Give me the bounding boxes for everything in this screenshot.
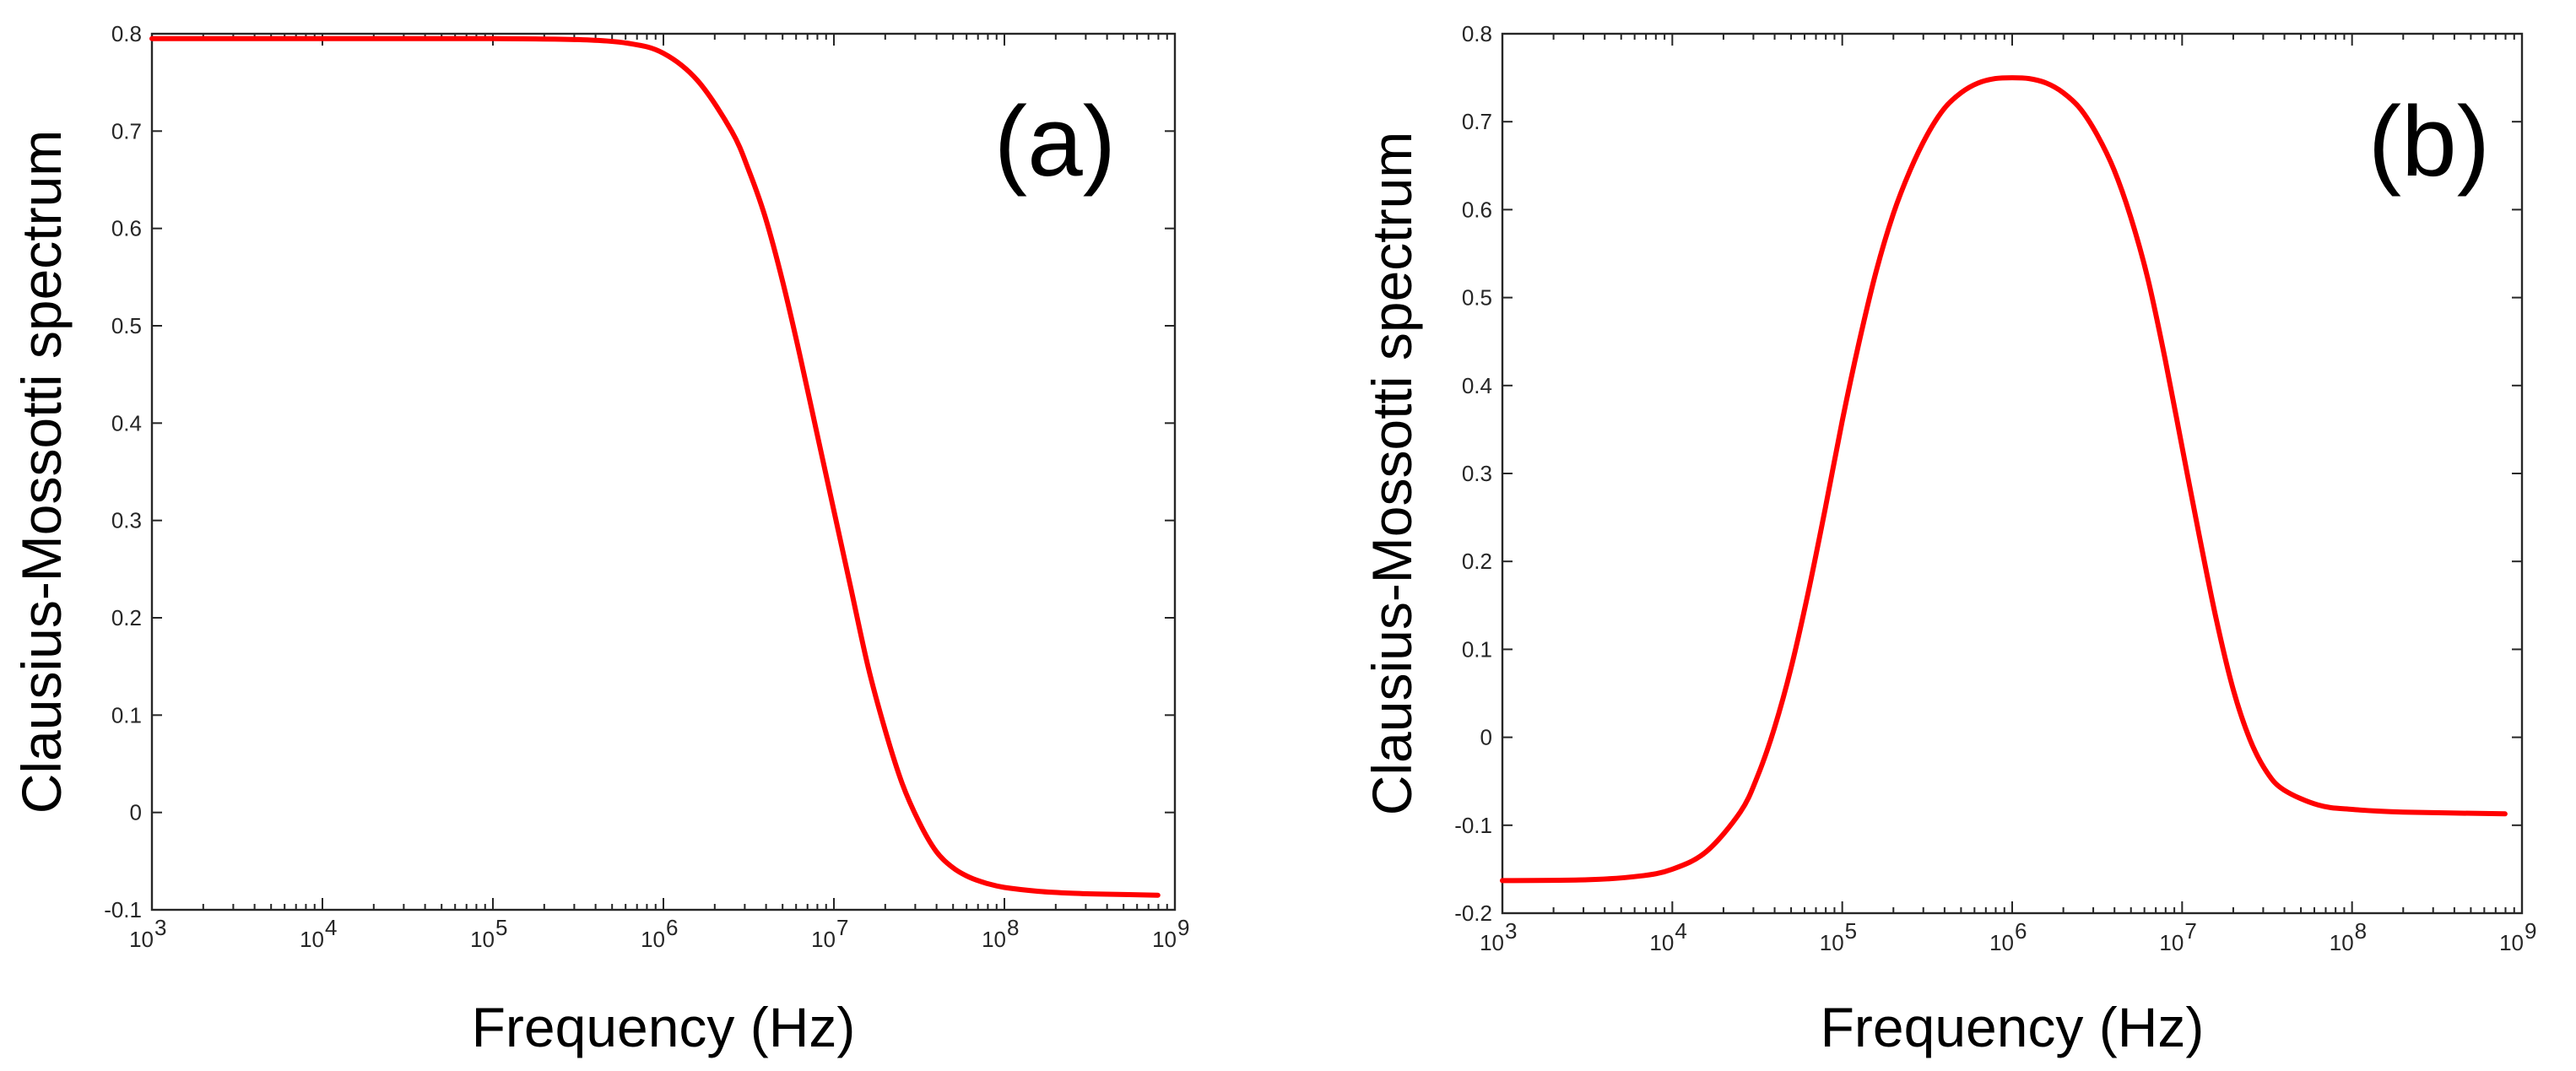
y-tick-label: -0.2: [1454, 901, 1492, 926]
y-tick-label: 0.8: [111, 21, 142, 46]
x-tick-exponent: 6: [2015, 918, 2027, 944]
x-tick-exponent: 4: [325, 915, 337, 940]
x-tick-exponent: 4: [1675, 918, 1686, 944]
x-tick-exponent: 7: [836, 915, 848, 940]
y-tick-label: 0.1: [1462, 636, 1492, 662]
panel-label: (a): [994, 86, 1116, 197]
x-tick-exponent: 9: [1177, 915, 1189, 940]
panel-label: (b): [2368, 86, 2490, 197]
x-tick-base: 10: [1820, 930, 1844, 955]
x-tick-base: 10: [2330, 930, 2354, 955]
y-axis-title: Clausius-Mossotti spectrum: [10, 130, 73, 814]
x-tick-base: 10: [2159, 930, 2184, 955]
y-tick-label: 0.4: [1462, 373, 1492, 398]
y-tick-label: 0.4: [111, 410, 142, 435]
x-tick-base: 10: [300, 927, 324, 952]
series-line-cm: [1500, 75, 2508, 884]
x-tick-exponent: 5: [1845, 918, 1857, 944]
series-line-cm: [149, 35, 1161, 898]
y-tick-label: -0.1: [1454, 813, 1492, 838]
x-tick-label: 10 5: [1820, 918, 1857, 955]
x-tick-label: 10 3: [129, 915, 166, 952]
x-tick-exponent: 8: [2355, 918, 2367, 944]
x-tick-exponent: 8: [1007, 915, 1019, 940]
x-tick-label: 10 7: [811, 915, 848, 952]
x-tick-base: 10: [1989, 930, 2014, 955]
y-tick-label: 0: [1480, 725, 1492, 750]
y-tick-label: 0: [130, 800, 142, 825]
y-tick-label: 0.3: [111, 508, 142, 533]
x-tick-base: 10: [129, 927, 154, 952]
x-tick-base: 10: [1480, 930, 1504, 955]
x-axis-title: Frequency (Hz): [472, 996, 856, 1058]
x-tick-base: 10: [470, 927, 495, 952]
x-tick-exponent: 3: [154, 915, 166, 940]
x-tick-label: 10 9: [1152, 915, 1189, 952]
x-tick-base: 10: [811, 927, 836, 952]
x-tick-label: 10 5: [470, 915, 507, 952]
x-tick-label: 10 4: [300, 915, 337, 952]
x-tick-base: 10: [982, 927, 1006, 952]
y-tick-label: 0.6: [111, 216, 142, 241]
y-tick-label: 0.7: [1462, 109, 1492, 134]
x-tick-base: 10: [1649, 930, 1674, 955]
y-axis-title: Clausius-Mossotti spectrum: [1361, 132, 1423, 816]
y-tick-label: 0.2: [111, 605, 142, 630]
x-tick-label: 10 9: [2499, 918, 2536, 955]
x-tick-label: 10 8: [982, 915, 1019, 952]
x-tick-label: 10 4: [1649, 918, 1686, 955]
x-tick-exponent: 7: [2184, 918, 2196, 944]
y-tick-label: 0.5: [111, 313, 142, 338]
y-tick-label: 0.3: [1462, 461, 1492, 486]
y-tick-label: 0.7: [111, 118, 142, 143]
x-tick-label: 10 8: [2330, 918, 2367, 955]
x-tick-base: 10: [1152, 927, 1177, 952]
x-tick-base: 10: [641, 927, 665, 952]
y-tick-label: 0.2: [1462, 549, 1492, 574]
panel-b: -0.2-0.100.10.20.30.40.50.60.70.810 3 10 4 1…: [1361, 21, 2536, 1058]
x-tick-base: 10: [2499, 930, 2524, 955]
x-axis-title: Frequency (Hz): [1821, 996, 2205, 1058]
x-tick-label: 10 6: [1989, 918, 2027, 955]
x-tick-exponent: 9: [2525, 918, 2536, 944]
y-tick-label: 0.6: [1462, 197, 1492, 222]
x-tick-exponent: 5: [495, 915, 507, 940]
x-tick-label: 10 3: [1480, 918, 1517, 955]
x-tick-exponent: 6: [666, 915, 678, 940]
y-tick-label: 0.8: [1462, 21, 1492, 46]
y-tick-label: 0.1: [111, 702, 142, 728]
x-tick-label: 10 7: [2159, 918, 2196, 955]
y-tick-label: 0.5: [1462, 285, 1492, 311]
x-tick-label: 10 6: [641, 915, 678, 952]
y-tick-label: -0.1: [104, 897, 142, 922]
panel-a: -0.100.10.20.30.40.50.60.70.810 3 10 4 10 5 10…: [10, 21, 1189, 1058]
x-tick-exponent: 3: [1505, 918, 1517, 944]
